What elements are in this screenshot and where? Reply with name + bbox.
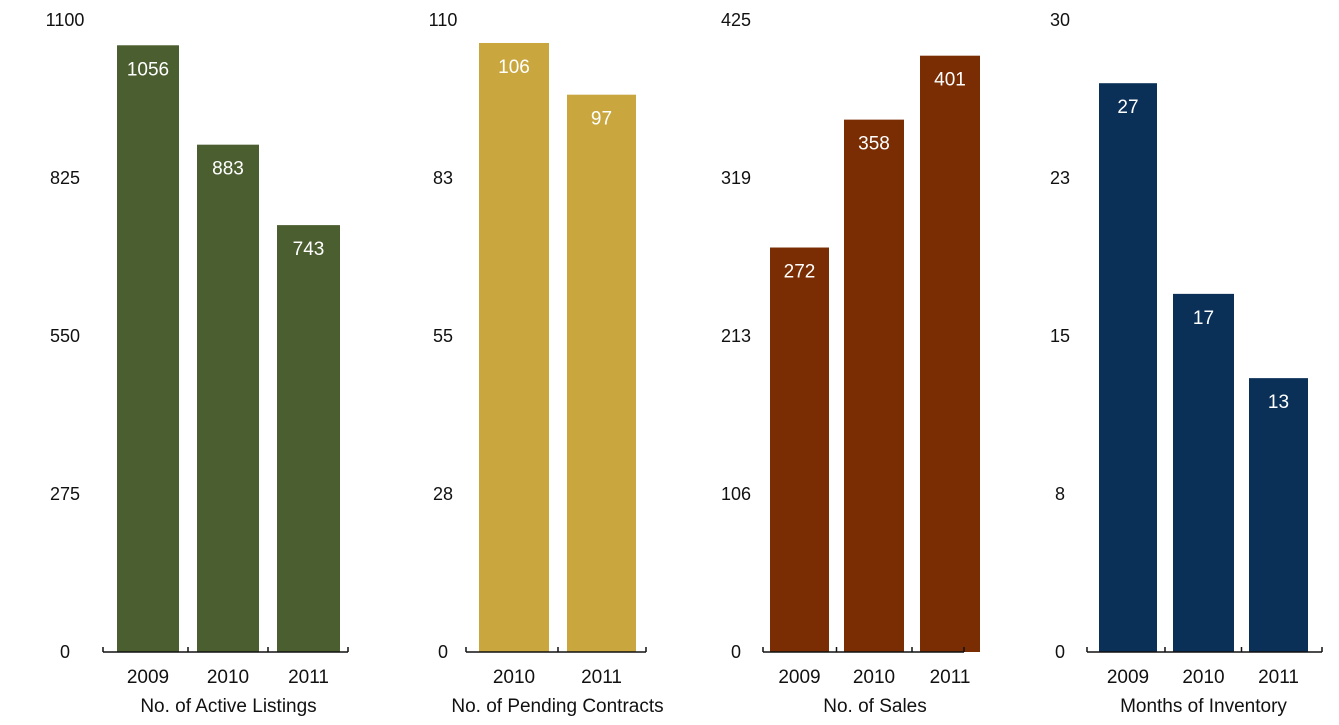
bar-value-label: 97 <box>591 109 612 130</box>
x-axis-title: No. of Active Listings <box>140 696 316 717</box>
bar-value-label: 1056 <box>127 59 169 80</box>
y-tick-label: 83 <box>433 168 453 188</box>
y-tick-label: 1100 <box>46 10 85 30</box>
y-tick-label: 319 <box>721 168 751 188</box>
x-category-label: 2009 <box>1107 667 1149 688</box>
bar <box>567 94 636 652</box>
bar <box>197 144 259 652</box>
x-category-label: 2009 <box>127 667 169 688</box>
bar-value-label: 27 <box>1117 97 1138 118</box>
y-tick-label: 8 <box>1055 484 1065 504</box>
y-tick-label: 110 <box>429 10 458 30</box>
bar-value-label: 17 <box>1193 308 1214 329</box>
bar-value-label: 883 <box>212 159 244 180</box>
y-tick-label: 550 <box>50 326 80 346</box>
y-tick-label: 55 <box>433 326 453 346</box>
x-category-label: 2011 <box>930 667 971 688</box>
x-category-label: 2011 <box>1258 667 1299 688</box>
y-tick-label: 15 <box>1050 326 1070 346</box>
bar <box>1173 293 1234 652</box>
y-tick-label: 275 <box>50 484 80 504</box>
bar-value-label: 401 <box>934 70 966 91</box>
x-category-label: 2010 <box>493 667 535 688</box>
x-category-label: 2010 <box>853 667 895 688</box>
y-tick-label: 0 <box>1055 642 1065 662</box>
bar-value-label: 106 <box>498 57 530 78</box>
bar <box>277 225 340 652</box>
bar <box>1099 83 1157 652</box>
y-tick-label: 30 <box>1050 10 1070 30</box>
bar-value-label: 272 <box>784 262 816 283</box>
y-tick-label: 425 <box>721 10 751 30</box>
y-tick-label: 0 <box>60 642 70 662</box>
y-tick-label: 106 <box>721 484 751 504</box>
bar <box>770 247 829 652</box>
bar <box>844 119 904 653</box>
bar-value-label: 13 <box>1268 392 1289 413</box>
bar <box>920 55 980 653</box>
x-axis-title: No. of Pending Contracts <box>451 696 663 717</box>
y-tick-label: 28 <box>433 484 453 504</box>
bar-value-label: 743 <box>293 239 325 260</box>
x-axis-title: No. of Sales <box>823 696 927 717</box>
x-category-label: 2009 <box>778 667 820 688</box>
bar <box>117 45 179 652</box>
x-category-label: 2011 <box>288 667 329 688</box>
y-tick-label: 825 <box>50 168 80 188</box>
y-tick-label: 0 <box>438 642 448 662</box>
x-category-label: 2010 <box>207 667 249 688</box>
x-category-label: 2011 <box>581 667 622 688</box>
bar-value-label: 358 <box>858 134 890 155</box>
x-axis-title: Months of Inventory <box>1120 696 1287 717</box>
bar <box>1249 378 1308 652</box>
y-tick-label: 0 <box>731 642 741 662</box>
y-tick-label: 23 <box>1050 168 1070 188</box>
x-category-label: 2010 <box>1182 667 1224 688</box>
bar <box>479 42 549 653</box>
y-tick-label: 213 <box>721 326 751 346</box>
